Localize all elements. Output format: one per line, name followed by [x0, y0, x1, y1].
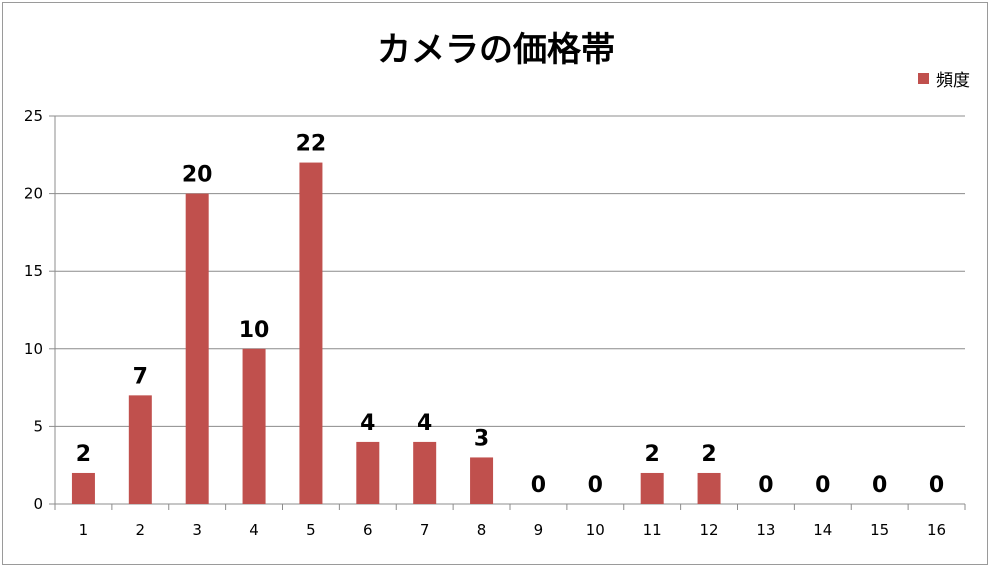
y-tick-label: 0	[33, 495, 43, 513]
x-tick-label: 1	[79, 521, 89, 539]
bar	[242, 348, 266, 504]
bar	[356, 441, 380, 504]
x-tick-label: 5	[306, 521, 316, 539]
data-label: 0	[929, 473, 944, 498]
legend: 頻度	[918, 66, 970, 91]
x-tick-label: 8	[477, 521, 487, 539]
x-tick-label: 10	[586, 521, 605, 539]
y-tick-label: 25	[24, 107, 43, 125]
bar	[299, 162, 323, 504]
x-tick-label: 16	[927, 521, 946, 539]
bar	[470, 457, 494, 504]
bar	[413, 441, 437, 504]
data-label: 0	[815, 473, 830, 498]
chart-title: カメラの価格帯	[377, 30, 615, 70]
data-label: 0	[872, 473, 887, 498]
x-tick-label: 4	[249, 521, 259, 539]
x-tick-label: 14	[813, 521, 832, 539]
data-label: 7	[133, 364, 148, 389]
data-label: 20	[182, 163, 213, 188]
y-tick-label: 20	[24, 185, 43, 203]
bar	[185, 193, 209, 504]
y-tick-label: 5	[33, 417, 43, 435]
x-tick-label: 15	[870, 521, 889, 539]
x-tick-label: 7	[420, 521, 430, 539]
bar	[128, 395, 152, 504]
data-label: 10	[239, 318, 270, 343]
y-tick-label: 10	[24, 340, 43, 358]
data-label: 0	[758, 473, 773, 498]
bar	[697, 472, 721, 504]
y-tick-label: 15	[24, 262, 43, 280]
bar	[71, 472, 95, 504]
x-tick-label: 9	[534, 521, 544, 539]
x-tick-label: 2	[136, 521, 146, 539]
data-label: 4	[417, 411, 432, 436]
data-label: 2	[645, 442, 660, 467]
bar	[640, 472, 664, 504]
legend-label: 頻度	[936, 71, 970, 91]
data-label: 2	[701, 442, 716, 467]
x-tick-label: 6	[363, 521, 373, 539]
x-tick-label: 3	[192, 521, 202, 539]
x-tick-label: 11	[643, 521, 662, 539]
x-tick-label: 13	[756, 521, 775, 539]
legend-swatch	[918, 73, 929, 84]
data-label: 2	[76, 442, 91, 467]
data-label: 4	[360, 411, 375, 436]
data-label: 0	[531, 473, 546, 498]
data-label: 22	[296, 132, 327, 157]
x-tick-label: 12	[700, 521, 719, 539]
data-label: 3	[474, 426, 489, 451]
data-label: 0	[588, 473, 603, 498]
